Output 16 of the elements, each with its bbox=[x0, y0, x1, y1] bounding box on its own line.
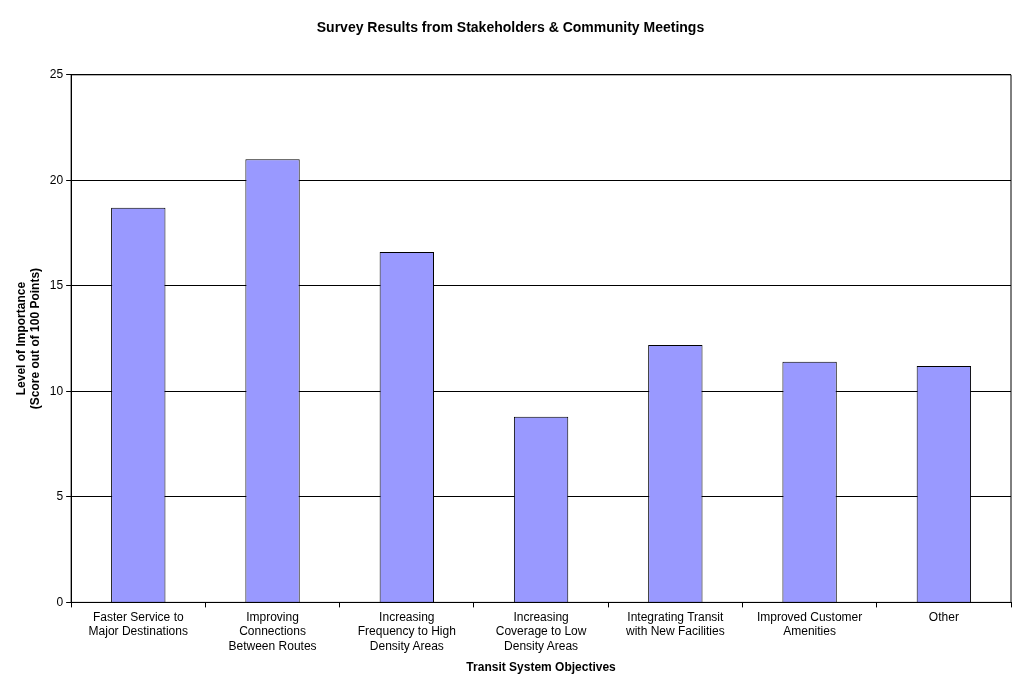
chart-title: Survey Results from Stakeholders & Community Meetings bbox=[316, 19, 705, 36]
x-tick-label: Increasing Coverage to Low Density Areas bbox=[495, 609, 587, 653]
y-tick-label: 10 bbox=[49, 383, 64, 398]
x-axis-title: Transit System Objectives bbox=[466, 660, 617, 675]
x-tick-label: Other bbox=[928, 609, 959, 624]
y-tick-label: 0 bbox=[56, 594, 64, 609]
y-tick-label: 15 bbox=[49, 278, 64, 293]
y-tick-label: 5 bbox=[56, 489, 64, 504]
y-tick-label: 20 bbox=[49, 172, 64, 187]
y-tick-label: 25 bbox=[49, 67, 64, 82]
x-tick-label: Increasing Frequency to High Density Areas bbox=[357, 609, 456, 653]
x-tick-label: Integrating Transit with New Facilities bbox=[624, 609, 725, 639]
x-tick-label: Faster Service to Major Destinations bbox=[88, 609, 188, 639]
x-tick-label: Improved Customer Amenities bbox=[756, 609, 863, 639]
x-tick-label: Improving Connections Between Routes bbox=[228, 609, 317, 653]
y-axis-title: Level of Importance (Score out of 100 Points) bbox=[13, 267, 42, 410]
